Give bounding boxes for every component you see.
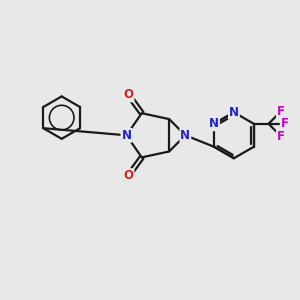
Text: O: O: [124, 169, 134, 182]
Text: O: O: [124, 88, 134, 101]
Text: F: F: [277, 130, 285, 143]
Text: N: N: [229, 106, 239, 119]
Text: N: N: [209, 117, 219, 130]
Text: N: N: [180, 129, 190, 142]
Text: F: F: [277, 105, 285, 118]
Text: F: F: [281, 117, 289, 130]
Text: N: N: [122, 129, 131, 142]
